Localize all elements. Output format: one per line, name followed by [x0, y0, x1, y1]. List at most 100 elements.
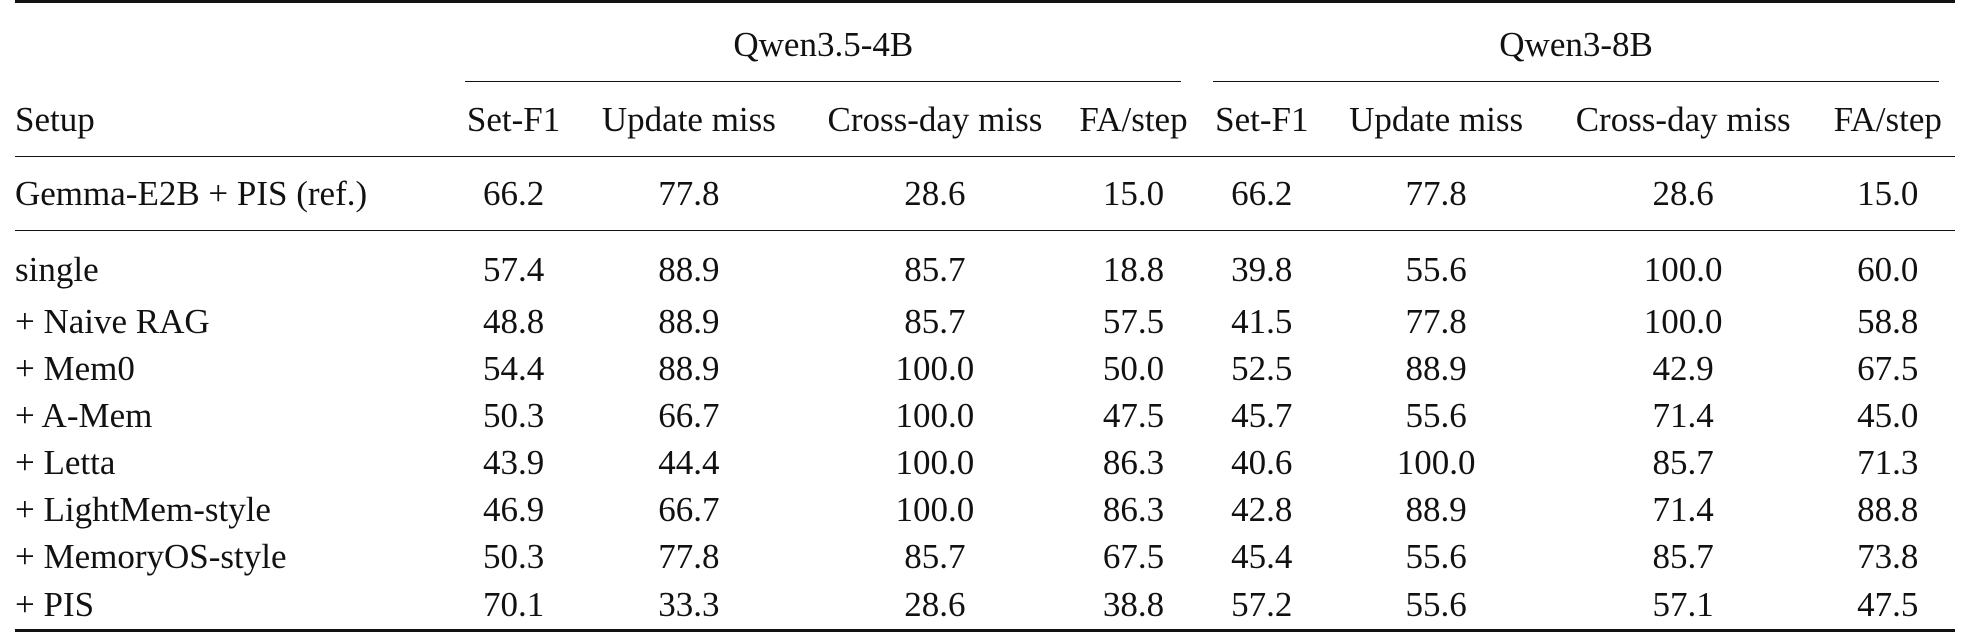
column-header-set-f1: Set-F1 [449, 82, 578, 157]
table-cell: 66.2 [1197, 156, 1327, 231]
table-cell-best: 70.1 [482, 585, 545, 624]
table-cell: 66.2 [449, 156, 578, 231]
table-row: + Mem0 54.4 88.9 100.0 50.0 52.5 88.9 42… [15, 345, 1955, 392]
group-header-qwen35-4b: Qwen3.5-4B [449, 2, 1197, 82]
table-cell: 100.0 [895, 490, 975, 529]
table-cell: 47.5 [1102, 396, 1165, 435]
column-header-update-miss: Update miss [1326, 82, 1546, 157]
row-label: + Letta [15, 443, 116, 482]
group-header-qwen3-8b: Qwen3-8B [1197, 2, 1955, 82]
table-cell-best: 57.2 [1231, 585, 1293, 624]
table-cell: 50.3 [482, 396, 545, 435]
table-cell: 66.7 [658, 396, 720, 435]
table-cell: 88.9 [658, 302, 720, 341]
table-cell: 43.9 [482, 443, 545, 482]
column-header-fa-step: FA/step [1820, 82, 1955, 157]
table-cell: 55.6 [1405, 250, 1467, 289]
table-cell: 73.8 [1857, 537, 1919, 576]
table-cell: 100.0 [895, 443, 975, 482]
group-header-row: Qwen3.5-4B Qwen3-8B [15, 2, 1955, 83]
table-cell: 88.9 [658, 349, 720, 388]
table-cell: 54.4 [482, 349, 545, 388]
table-cell: 85.7 [904, 250, 966, 289]
table-cell: 100.0 [895, 349, 975, 388]
row-label: + A-Mem [15, 396, 153, 435]
row-label: Gemma-E2B + PIS (ref.) [15, 156, 450, 231]
table-row: + LightMem-style 46.9 66.7 100.0 86.3 42… [15, 486, 1955, 533]
table-cell: 45.7 [1231, 396, 1293, 435]
table-cell: 33.3 [658, 585, 720, 624]
column-header-setup: Setup [15, 82, 450, 157]
table-cell: 45.0 [1857, 396, 1919, 435]
table-cell: 66.7 [658, 490, 720, 529]
table-cell: 67.5 [1102, 537, 1165, 576]
column-header-row: Setup Set-F1 Update miss Cross-day miss … [15, 82, 1955, 157]
table-cell: 55.6 [1405, 585, 1467, 624]
table-row: + MemoryOS-style 50.3 77.8 85.7 67.5 45.… [15, 533, 1955, 580]
column-header-cross-day-miss: Cross-day miss [800, 82, 1070, 157]
table-cell: 44.4 [658, 443, 720, 482]
table-cell: 15.0 [1069, 156, 1198, 231]
row-label: + Mem0 [15, 349, 135, 388]
table-cell: 71.3 [1857, 443, 1919, 482]
table-cell: 71.4 [1652, 490, 1714, 529]
table-cell: 85.7 [1652, 537, 1714, 576]
results-table: Qwen3.5-4B Qwen3-8B Setup Set-F1 Update … [15, 0, 1955, 632]
table-cell: 88.9 [658, 250, 720, 289]
table-cell: 85.7 [1652, 443, 1714, 482]
table-cell: 52.5 [1231, 349, 1293, 388]
table-cell: 42.9 [1652, 349, 1714, 388]
table-cell: 77.8 [577, 156, 801, 231]
table-cell: 40.6 [1231, 443, 1293, 482]
table-cell: 18.8 [1102, 250, 1165, 289]
table-cell: 67.5 [1857, 349, 1919, 388]
table-cell: 88.9 [1405, 349, 1467, 388]
table-cell: 45.4 [1231, 537, 1293, 576]
table-cell: 57.5 [1102, 302, 1165, 341]
table-cell: 77.8 [1405, 302, 1467, 341]
table-row: + Naive RAG 48.8 88.9 85.7 57.5 41.5 77.… [15, 298, 1955, 345]
table-cell: 55.6 [1405, 396, 1467, 435]
table-cell: 48.8 [482, 302, 545, 341]
table-cell: 100.0 [1643, 250, 1723, 289]
table-cell: 55.6 [1405, 537, 1467, 576]
table-cell: 28.6 [1545, 156, 1821, 231]
table-cell: 57.4 [482, 250, 545, 289]
row-label: + PIS [15, 585, 95, 624]
table-cell: 39.8 [1231, 250, 1293, 289]
table-cell: 42.8 [1231, 490, 1293, 529]
table-cell: 77.8 [658, 537, 720, 576]
table-cell: 85.7 [904, 537, 966, 576]
row-label: + MemoryOS-style [15, 537, 287, 576]
table-row: + PIS 70.1 33.3 28.6 38.8 57.2 55.6 57.1… [15, 580, 1955, 631]
reference-row: Gemma-E2B + PIS (ref.) 66.2 77.8 28.6 15… [15, 156, 1955, 231]
column-header-update-miss: Update miss [577, 82, 801, 157]
group-header-rule [465, 81, 1182, 82]
table-cell: 88.9 [1405, 490, 1467, 529]
row-label: single [15, 250, 99, 289]
table-cell: 50.0 [1102, 349, 1165, 388]
row-label: + LightMem-style [15, 490, 271, 529]
table-cell: 38.8 [1102, 585, 1165, 624]
table-cell: 77.8 [1326, 156, 1546, 231]
group-header-label: Qwen3-8B [1499, 25, 1653, 64]
group-header-spacer [15, 2, 449, 83]
table-cell: 71.4 [1652, 396, 1714, 435]
table-cell: 46.9 [482, 490, 545, 529]
group-header-rule [1213, 81, 1939, 82]
table-cell: 88.8 [1857, 490, 1919, 529]
table-cell: 85.7 [904, 302, 966, 341]
table-row: single 57.4 88.9 85.7 18.8 39.8 55.6 100… [15, 231, 1955, 299]
table-cell: 50.3 [482, 537, 545, 576]
row-label: + Naive RAG [15, 302, 210, 341]
table-cell: 100.0 [1396, 443, 1476, 482]
table-cell: 15.0 [1820, 156, 1955, 231]
table-cell: 47.5 [1857, 585, 1919, 624]
table-cell: 57.1 [1652, 585, 1714, 624]
table-row: + Letta 43.9 44.4 100.0 86.3 40.6 100.0 … [15, 439, 1955, 486]
table-row: + A-Mem 50.3 66.7 100.0 47.5 45.7 55.6 7… [15, 392, 1955, 439]
table-cell: 28.6 [904, 585, 966, 624]
column-header-fa-step: FA/step [1069, 82, 1198, 157]
table-cell: 100.0 [1643, 302, 1723, 341]
